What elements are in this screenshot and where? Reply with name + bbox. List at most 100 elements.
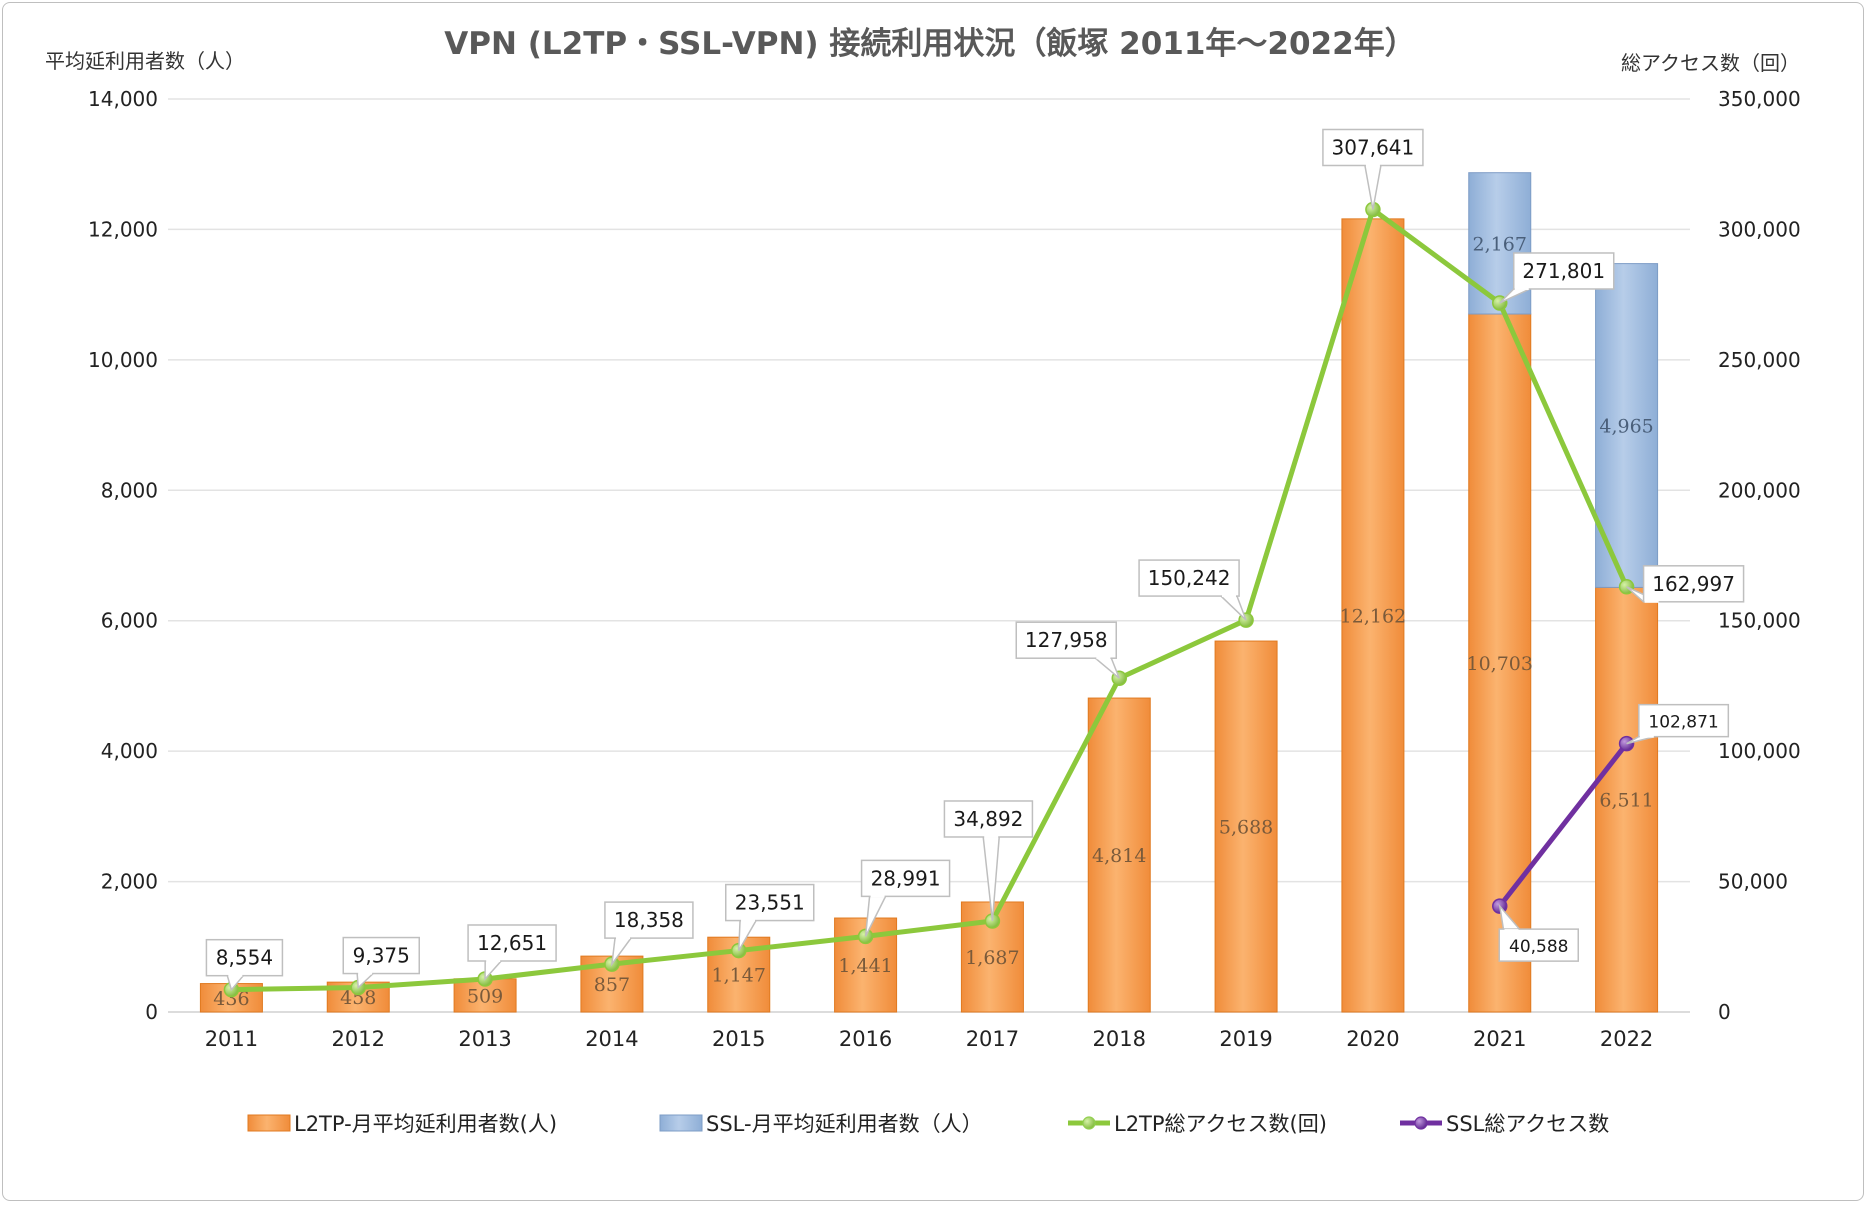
ssl-bar-label: 2,167 (1473, 233, 1527, 255)
category-labels: 2011 2012 2013 2014 2015 2016 2017 2018 2019 2020… (205, 1027, 1654, 1051)
callout-label: 34,892 (953, 807, 1023, 831)
right-axis-ticks: 0 50,000 100,000 150,000 200,000 250,000 300,0… (1718, 87, 1801, 1024)
legend-swatch (247, 1114, 291, 1132)
callout: 307,641 (1322, 128, 1424, 210)
callout-box (467, 924, 557, 962)
category-label: 2011 (205, 1027, 258, 1051)
callout-mask (1365, 163, 1380, 167)
callout-box (1322, 128, 1424, 167)
category-label: 2018 (1093, 1027, 1146, 1051)
callout: 162,997 (1626, 565, 1745, 603)
l2tp-bar-label: 5,688 (1219, 817, 1273, 839)
right-axis-title: 総アクセス数（回） (1621, 51, 1800, 75)
category-label: 2014 (585, 1027, 638, 1051)
l2tp-bar-label: 10,703 (1467, 653, 1533, 675)
l2tp-bar-label: 4,814 (1092, 845, 1146, 867)
l2tp-bar-label: 12,162 (1340, 605, 1406, 627)
bar-labels: 436 458 509 857 1,147 1,441 1,687 4,814 5,688 12,… (213, 233, 1654, 1009)
callout-pointer (1364, 164, 1382, 210)
right-tick-label: 150,000 (1718, 609, 1801, 633)
callout-mask (1504, 929, 1519, 933)
callout-mask (1644, 599, 1659, 603)
right-tick-label: 300,000 (1718, 217, 1801, 241)
right-tick-label: 200,000 (1718, 478, 1801, 502)
callout: 40,588 (1498, 903, 1579, 962)
callout-mask (1096, 656, 1111, 660)
callout-mask (486, 958, 501, 962)
left-tick-label: 4,000 (101, 739, 158, 763)
right-tick-label: 50,000 (1718, 870, 1788, 894)
ssl-bar-label: 4,965 (1599, 415, 1653, 437)
callout-box (1138, 559, 1240, 597)
callout: 28,991 (860, 859, 951, 937)
callout-mask (1639, 734, 1654, 738)
callout-mask (984, 834, 999, 838)
callout-box (1513, 252, 1615, 290)
callout-label: 28,991 (871, 866, 941, 890)
callout-label: 271,801 (1522, 259, 1605, 283)
callout-label: 162,997 (1652, 572, 1735, 596)
left-tick-label: 10,000 (88, 348, 158, 372)
line-callouts: 8,554 9,375 12,651 18,358 23,551 28,991 34,892… (205, 128, 1745, 992)
category-label: 2020 (1346, 1027, 1399, 1051)
callout-box (342, 936, 420, 975)
callout-box (1642, 565, 1745, 603)
l2tp-bar (1214, 640, 1278, 1013)
callout-mask (741, 918, 756, 922)
ssl-bar (1595, 263, 1659, 588)
callout: 18,358 (604, 901, 694, 967)
category-label: 2013 (458, 1027, 511, 1051)
chart-title: VPN (L2TP・SSL-VPN) 接続利用状況（飯塚 2011年～2022年… (444, 26, 1415, 62)
callout-box (604, 901, 694, 939)
l2tp-bar-label: 1,147 (712, 965, 766, 987)
left-axis-title: 平均延利用者数（人） (45, 49, 245, 73)
legend-swatch-marker (1414, 1116, 1428, 1130)
callout-mask (1221, 594, 1236, 598)
callout-label: 150,242 (1148, 566, 1231, 590)
left-tick-label: 6,000 (101, 609, 158, 633)
callout: 12,651 (467, 924, 557, 981)
category-label: 2019 (1219, 1027, 1272, 1051)
callout-mask (1514, 286, 1529, 290)
callout: 8,554 (205, 938, 284, 992)
callout-box (1015, 621, 1117, 659)
l2tp-bar (1087, 697, 1151, 1013)
gridlines (168, 98, 1690, 1013)
callout-label: 12,651 (477, 931, 547, 955)
l2tp-bar-label: 6,511 (1599, 790, 1653, 812)
category-label: 2016 (839, 1027, 892, 1051)
callout: 9,375 (342, 936, 420, 990)
callout-mask (870, 894, 885, 898)
callout-label: 102,871 (1648, 713, 1718, 733)
right-tick-label: 0 (1718, 1000, 1731, 1024)
callout: 23,551 (725, 883, 815, 951)
category-label: 2015 (712, 1027, 765, 1051)
l2tp-bar-label: 458 (340, 987, 376, 1009)
category-label: 2022 (1600, 1027, 1653, 1051)
category-label: 2017 (966, 1027, 1019, 1051)
ssl-access-line (1497, 742, 1629, 908)
callout-pointer (1219, 595, 1247, 621)
callout-box (1498, 928, 1579, 962)
legend-label: L2TP-月平均延利用者数(人) (294, 1112, 557, 1136)
legend-label: L2TP総アクセス数(回) (1114, 1112, 1327, 1136)
callout-box (725, 883, 815, 922)
legend: L2TP-月平均延利用者数(人) SSL-月平均延利用者数（人） L2TP総アクセス… (247, 1112, 1609, 1136)
callout-mask (616, 936, 631, 940)
bars (199, 172, 1659, 1013)
callout-box (860, 859, 951, 898)
callout-label: 18,358 (614, 908, 684, 932)
callout-label: 127,958 (1025, 628, 1108, 652)
callout-label: 23,551 (735, 891, 805, 915)
l2tp-bar-label: 509 (467, 985, 503, 1007)
callout: 150,242 (1138, 559, 1247, 621)
right-tick-label: 100,000 (1718, 739, 1801, 763)
callout-mask (228, 973, 243, 977)
callout-pointer (1093, 657, 1120, 679)
legend-label: SSL総アクセス数 (1446, 1112, 1609, 1136)
l2tp-bar-label: 1,441 (838, 955, 892, 977)
legend-swatch-marker (1082, 1116, 1096, 1130)
l2tp-bar-label: 436 (213, 988, 249, 1010)
legend-label: SSL-月平均延利用者数（人） (706, 1112, 983, 1136)
